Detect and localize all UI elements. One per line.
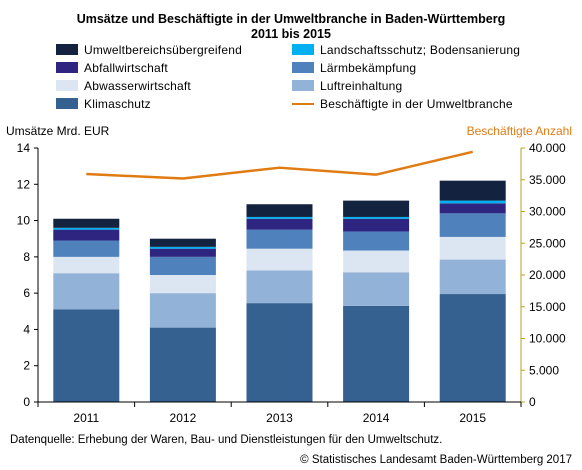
bar-abfallwirtschaft-2011 — [53, 229, 120, 241]
bar-umweltbereichsübergreifend-2011 — [53, 218, 120, 228]
x-tick-label-2015: 2015 — [459, 411, 486, 425]
bar-luftreinhaltung-2011 — [53, 273, 120, 310]
bar-luftreinhaltung-2014 — [343, 272, 410, 306]
y-tick-label-right-20.000: 20.000 — [529, 268, 566, 282]
bar-abwasserwirtschaft-2011 — [53, 256, 120, 274]
bar-klimaschutz-2013 — [246, 303, 313, 402]
legend-swatch-lärmbekämpfung — [292, 62, 314, 73]
y-tick-label-left-12: 12 — [17, 177, 31, 191]
bar-klimaschutz-2015 — [439, 294, 506, 402]
y-tick-label-right-25.000: 25.000 — [529, 236, 566, 250]
bar-klimaschutz-2011 — [53, 309, 120, 402]
y-tick-label-left-6: 6 — [23, 286, 30, 300]
legend-swatch-beschäftigte-in-der-umweltbranche — [292, 103, 314, 105]
legend-label-landschaftsschutz-bodensanierung: Landschaftsschutz; Bodensanierung — [320, 43, 521, 57]
legend-label-umweltbereichsübergreifend: Umweltbereichsübergreifend — [84, 43, 242, 57]
y-axis-title-left: Umsätze Mrd. EUR — [6, 124, 110, 138]
legend-label-abfallwirtschaft: Abfallwirtschaft — [84, 61, 168, 75]
bar-abwasserwirtschaft-2014 — [343, 250, 410, 273]
y-tick-label-right-30.000: 30.000 — [529, 205, 566, 219]
copyright-note: © Statistisches Landesamt Baden-Württemb… — [300, 454, 572, 466]
legend-swatch-klimaschutz — [56, 98, 78, 109]
bar-lärmbekämpfung-2012 — [149, 256, 216, 275]
legend-label-luftreinhaltung: Luftreinhaltung — [320, 79, 403, 93]
bar-landschaftsschutz-bodensanierung-2011 — [53, 227, 120, 230]
bar-lärmbekämpfung-2013 — [246, 229, 313, 249]
line-beschäftigte-in-der-umweltbranche — [86, 150, 473, 180]
bar-klimaschutz-2014 — [343, 305, 410, 402]
y-tick-label-right-35.000: 35.000 — [529, 173, 566, 187]
bar-luftreinhaltung-2015 — [439, 259, 506, 295]
chart-title-main: Umsätze und Beschäftigte in der Umweltbr… — [76, 12, 506, 26]
legend-swatch-umweltbereichsübergreifend — [56, 44, 78, 55]
bar-abwasserwirtschaft-2015 — [439, 236, 506, 260]
legend-swatch-luftreinhaltung — [292, 80, 314, 91]
y-tick-label-right-0: 0 — [529, 395, 536, 409]
legend-swatch-landschaftsschutz-bodensanierung — [292, 44, 314, 55]
bar-lärmbekämpfung-2014 — [343, 231, 410, 251]
bar-landschaftsschutz-bodensanierung-2013 — [246, 216, 313, 219]
y-tick-label-left-4: 4 — [23, 322, 30, 336]
bar-landschaftsschutz-bodensanierung-2012 — [149, 246, 216, 249]
bar-abfallwirtschaft-2014 — [343, 218, 410, 232]
y-tick-label-left-0: 0 — [23, 395, 30, 409]
bar-umweltbereichsübergreifend-2014 — [343, 200, 410, 217]
x-tick-label-2012: 2012 — [170, 411, 197, 425]
bar-lärmbekämpfung-2011 — [53, 240, 120, 257]
y-tick-label-right-40.000: 40.000 — [529, 141, 566, 155]
source-note: Datenquelle: Erhebung der Waren, Bau- un… — [10, 434, 443, 446]
legend-label-klimaschutz: Klimaschutz — [84, 97, 151, 111]
y-axis-title-right: Beschäftigte Anzahl — [466, 124, 572, 138]
legend-swatch-abfallwirtschaft — [56, 62, 78, 73]
x-tick-label-2013: 2013 — [266, 411, 293, 425]
legend-swatch-abwasserwirtschaft — [56, 80, 78, 91]
bar-abfallwirtschaft-2012 — [149, 248, 216, 257]
bar-abfallwirtschaft-2015 — [439, 203, 506, 214]
bar-luftreinhaltung-2013 — [246, 270, 313, 304]
y-tick-label-left-8: 8 — [23, 250, 30, 264]
legend: Umweltbereichsübergreifend Landschaftssch… — [56, 42, 526, 114]
y-tick-label-right-10.000: 10.000 — [529, 332, 566, 346]
x-tick-label-2011: 2011 — [73, 411, 99, 425]
bar-umweltbereichsübergreifend-2012 — [149, 238, 216, 247]
chart-title: Umsätze und Beschäftigte in der Umweltbr… — [0, 12, 582, 42]
y-tick-label-right-5.000: 5.000 — [529, 363, 559, 377]
bar-umweltbereichsübergreifend-2015 — [439, 180, 506, 201]
bar-landschaftsschutz-bodensanierung-2015 — [439, 200, 506, 204]
chart-subtitle: 2011 bis 2015 — [251, 27, 331, 41]
y-tick-label-left-2: 2 — [23, 359, 30, 373]
legend-label-beschäftigte-in-der-umweltbranche: Beschäftigte in der Umweltbranche — [320, 97, 513, 111]
bar-lärmbekämpfung-2015 — [439, 213, 506, 237]
bar-abwasserwirtschaft-2013 — [246, 248, 313, 271]
x-tick-label-2014: 2014 — [363, 411, 390, 425]
bar-luftreinhaltung-2012 — [149, 293, 216, 328]
bar-abwasserwirtschaft-2012 — [149, 275, 216, 294]
bar-klimaschutz-2012 — [149, 327, 216, 402]
y-tick-label-left-14: 14 — [17, 141, 31, 155]
legend-label-lärmbekämpfung: Lärmbekämpfung — [320, 61, 417, 75]
bar-landschaftsschutz-bodensanierung-2014 — [343, 216, 410, 219]
y-tick-label-left-10: 10 — [17, 214, 31, 228]
y-tick-label-right-15.000: 15.000 — [529, 300, 566, 314]
bar-umweltbereichsübergreifend-2013 — [246, 204, 313, 217]
bar-abfallwirtschaft-2013 — [246, 218, 313, 230]
legend-label-abwasserwirtschaft: Abwasserwirtschaft — [84, 79, 191, 93]
